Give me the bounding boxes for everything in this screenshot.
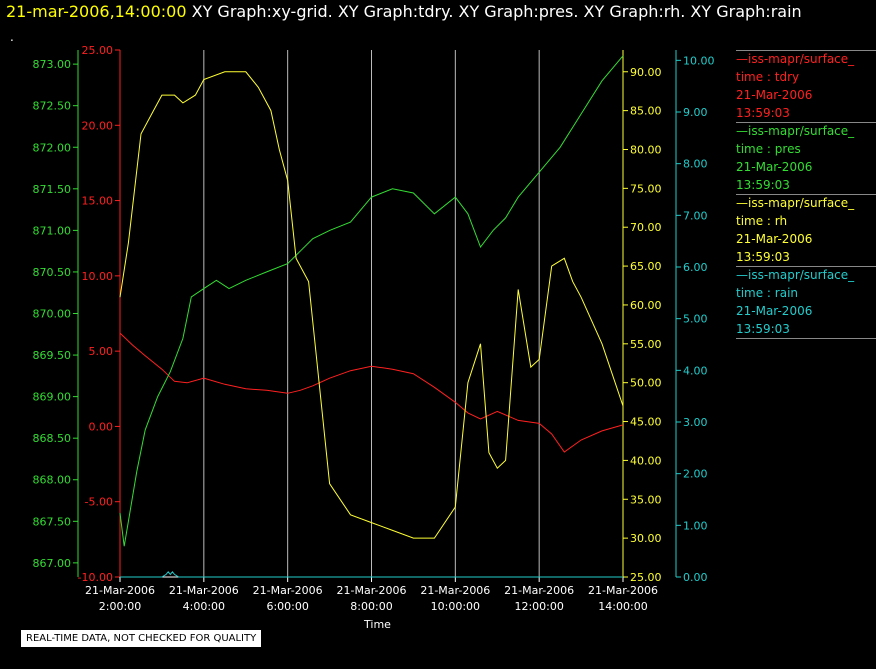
rh-tick-label: 55.00 xyxy=(630,338,662,351)
rain-tick-label: 2.00 xyxy=(683,468,708,481)
x-tick-date: 21-Mar-2006 xyxy=(169,584,239,597)
legend-text: time : rain xyxy=(736,286,799,300)
rain-tick-label: 1.00 xyxy=(683,519,708,532)
x-tick-time: 6:00:00 xyxy=(266,600,308,613)
pres-tick-label: 867.50 xyxy=(33,515,72,528)
rh-tick-label: 40.00 xyxy=(630,454,662,467)
rain-tick-label: 8.00 xyxy=(683,158,708,171)
quality-warning: REAL-TIME DATA, NOT CHECKED FOR QUALITY xyxy=(21,630,262,647)
x-tick-time: 2:00:00 xyxy=(99,600,141,613)
x-tick-date: 21-Mar-2006 xyxy=(504,584,574,597)
pres-tick-label: 868.50 xyxy=(33,432,72,445)
pres-tick-label: 868.00 xyxy=(33,474,72,487)
legend-text: time : tdry xyxy=(736,70,800,84)
series-tdry xyxy=(119,332,624,453)
tdry-tick-label: 20.00 xyxy=(82,119,114,132)
rh-tick-label: 90.00 xyxy=(630,66,662,79)
pres-tick-label: 871.50 xyxy=(33,183,72,196)
legend-text: time : pres xyxy=(736,142,801,156)
legend-text: 13:59:03 xyxy=(736,106,790,120)
pres-tick-label: 869.50 xyxy=(33,349,72,362)
legend-text: 21-Mar-2006 xyxy=(736,232,813,246)
legend-divider xyxy=(736,122,876,123)
rain-tick-label: 6.00 xyxy=(683,261,708,274)
x-tick-time: 14:00:00 xyxy=(598,600,647,613)
pres-tick-label: 867.00 xyxy=(33,557,72,570)
legend-text: 13:59:03 xyxy=(736,322,790,336)
rh-tick-label: 70.00 xyxy=(630,221,662,234)
rh-tick-label: 60.00 xyxy=(630,299,662,312)
x-tick-time: 8:00:00 xyxy=(350,600,392,613)
tdry-tick-label: 15.00 xyxy=(82,195,114,208)
x-tick-date: 21-Mar-2006 xyxy=(588,584,658,597)
pres-tick-label: 872.50 xyxy=(33,100,72,113)
rh-tick-label: 75.00 xyxy=(630,182,662,195)
rh-tick-label: 80.00 xyxy=(630,143,662,156)
rain-tick-label: 0.00 xyxy=(683,571,708,584)
rh-tick-label: 35.00 xyxy=(630,493,662,506)
x-tick-date: 21-Mar-2006 xyxy=(85,584,155,597)
x-tick-time: 12:00:00 xyxy=(514,600,563,613)
pres-tick-label: 872.00 xyxy=(33,141,72,154)
legend-text: time : rh xyxy=(736,214,788,228)
legend-divider xyxy=(736,338,876,339)
rain-tick-label: 3.00 xyxy=(683,416,708,429)
tdry-tick-label: 0.00 xyxy=(89,420,114,433)
tdry-tick-label: 25.00 xyxy=(82,44,114,57)
x-tick-date: 21-Mar-2006 xyxy=(420,584,490,597)
legend-text: 13:59:03 xyxy=(736,250,790,264)
tdry-tick-label: -5.00 xyxy=(85,496,113,509)
legend-text: 13:59:03 xyxy=(736,178,790,192)
graph-title: 21-mar-2006,14:00:00 XY Graph:xy-grid. X… xyxy=(6,2,802,21)
rh-tick-label: 25.00 xyxy=(630,571,662,584)
rain-tick-label: 7.00 xyxy=(683,209,708,222)
legend-text: 21-Mar-2006 xyxy=(736,160,813,174)
rh-tick-label: 85.00 xyxy=(630,105,662,118)
series-rain xyxy=(120,571,623,578)
legend-entry: —iss-mapr/surface_time : rh 21-Mar-2006 13… xyxy=(736,194,876,266)
legend-entry: —iss-mapr/surface_time : tdry 21-Mar-2006… xyxy=(736,50,876,122)
rh-tick-label: 45.00 xyxy=(630,416,662,429)
rh-tick-label: 65.00 xyxy=(630,260,662,273)
timestamp: 21-mar-2006,14:00:00 xyxy=(6,2,187,21)
pres-tick-label: 870.00 xyxy=(33,308,72,321)
pres-tick-label: 869.00 xyxy=(33,391,72,404)
x-axis-label: Time xyxy=(363,618,391,631)
legend-text: —iss-mapr/surface_ xyxy=(736,268,855,282)
legend-text: 21-Mar-2006 xyxy=(736,304,813,318)
x-tick-time: 10:00:00 xyxy=(431,600,480,613)
pres-tick-label: 870.50 xyxy=(33,266,72,279)
legend-divider xyxy=(736,50,876,51)
legend-entry: —iss-mapr/surface_time : rain 21-Mar-2006… xyxy=(736,266,876,338)
x-tick-date: 21-Mar-2006 xyxy=(337,584,407,597)
series-rh xyxy=(119,71,624,539)
graph-list: XY Graph:xy-grid. XY Graph:tdry. XY Grap… xyxy=(186,2,802,21)
legend-text: —iss-mapr/surface_ xyxy=(736,124,855,138)
legend-divider xyxy=(736,194,876,195)
rain-tick-label: 4.00 xyxy=(683,364,708,377)
tdry-tick-label: 10.00 xyxy=(82,270,114,283)
legend-entry: —iss-mapr/surface_time : pres 21-Mar-2006… xyxy=(736,122,876,194)
tdry-tick-label: 5.00 xyxy=(89,345,114,358)
legend-divider xyxy=(736,266,876,267)
legend-text: —iss-mapr/surface_ xyxy=(736,52,855,66)
tdry-tick-label: -10.00 xyxy=(78,571,113,584)
legend-text: 21-Mar-2006 xyxy=(736,88,813,102)
pres-tick-label: 871.00 xyxy=(33,224,72,237)
rain-tick-label: 10.00 xyxy=(683,54,715,67)
x-tick-date: 21-Mar-2006 xyxy=(253,584,323,597)
rain-tick-label: 5.00 xyxy=(683,313,708,326)
x-tick-time: 4:00:00 xyxy=(183,600,225,613)
rain-tick-label: 9.00 xyxy=(683,106,708,119)
pres-tick-label: 873.00 xyxy=(33,58,72,71)
series-pres xyxy=(119,55,624,547)
rh-tick-label: 30.00 xyxy=(630,532,662,545)
rh-tick-label: 50.00 xyxy=(630,377,662,390)
dot-marker: . xyxy=(10,30,14,44)
legend-text: —iss-mapr/surface_ xyxy=(736,196,855,210)
